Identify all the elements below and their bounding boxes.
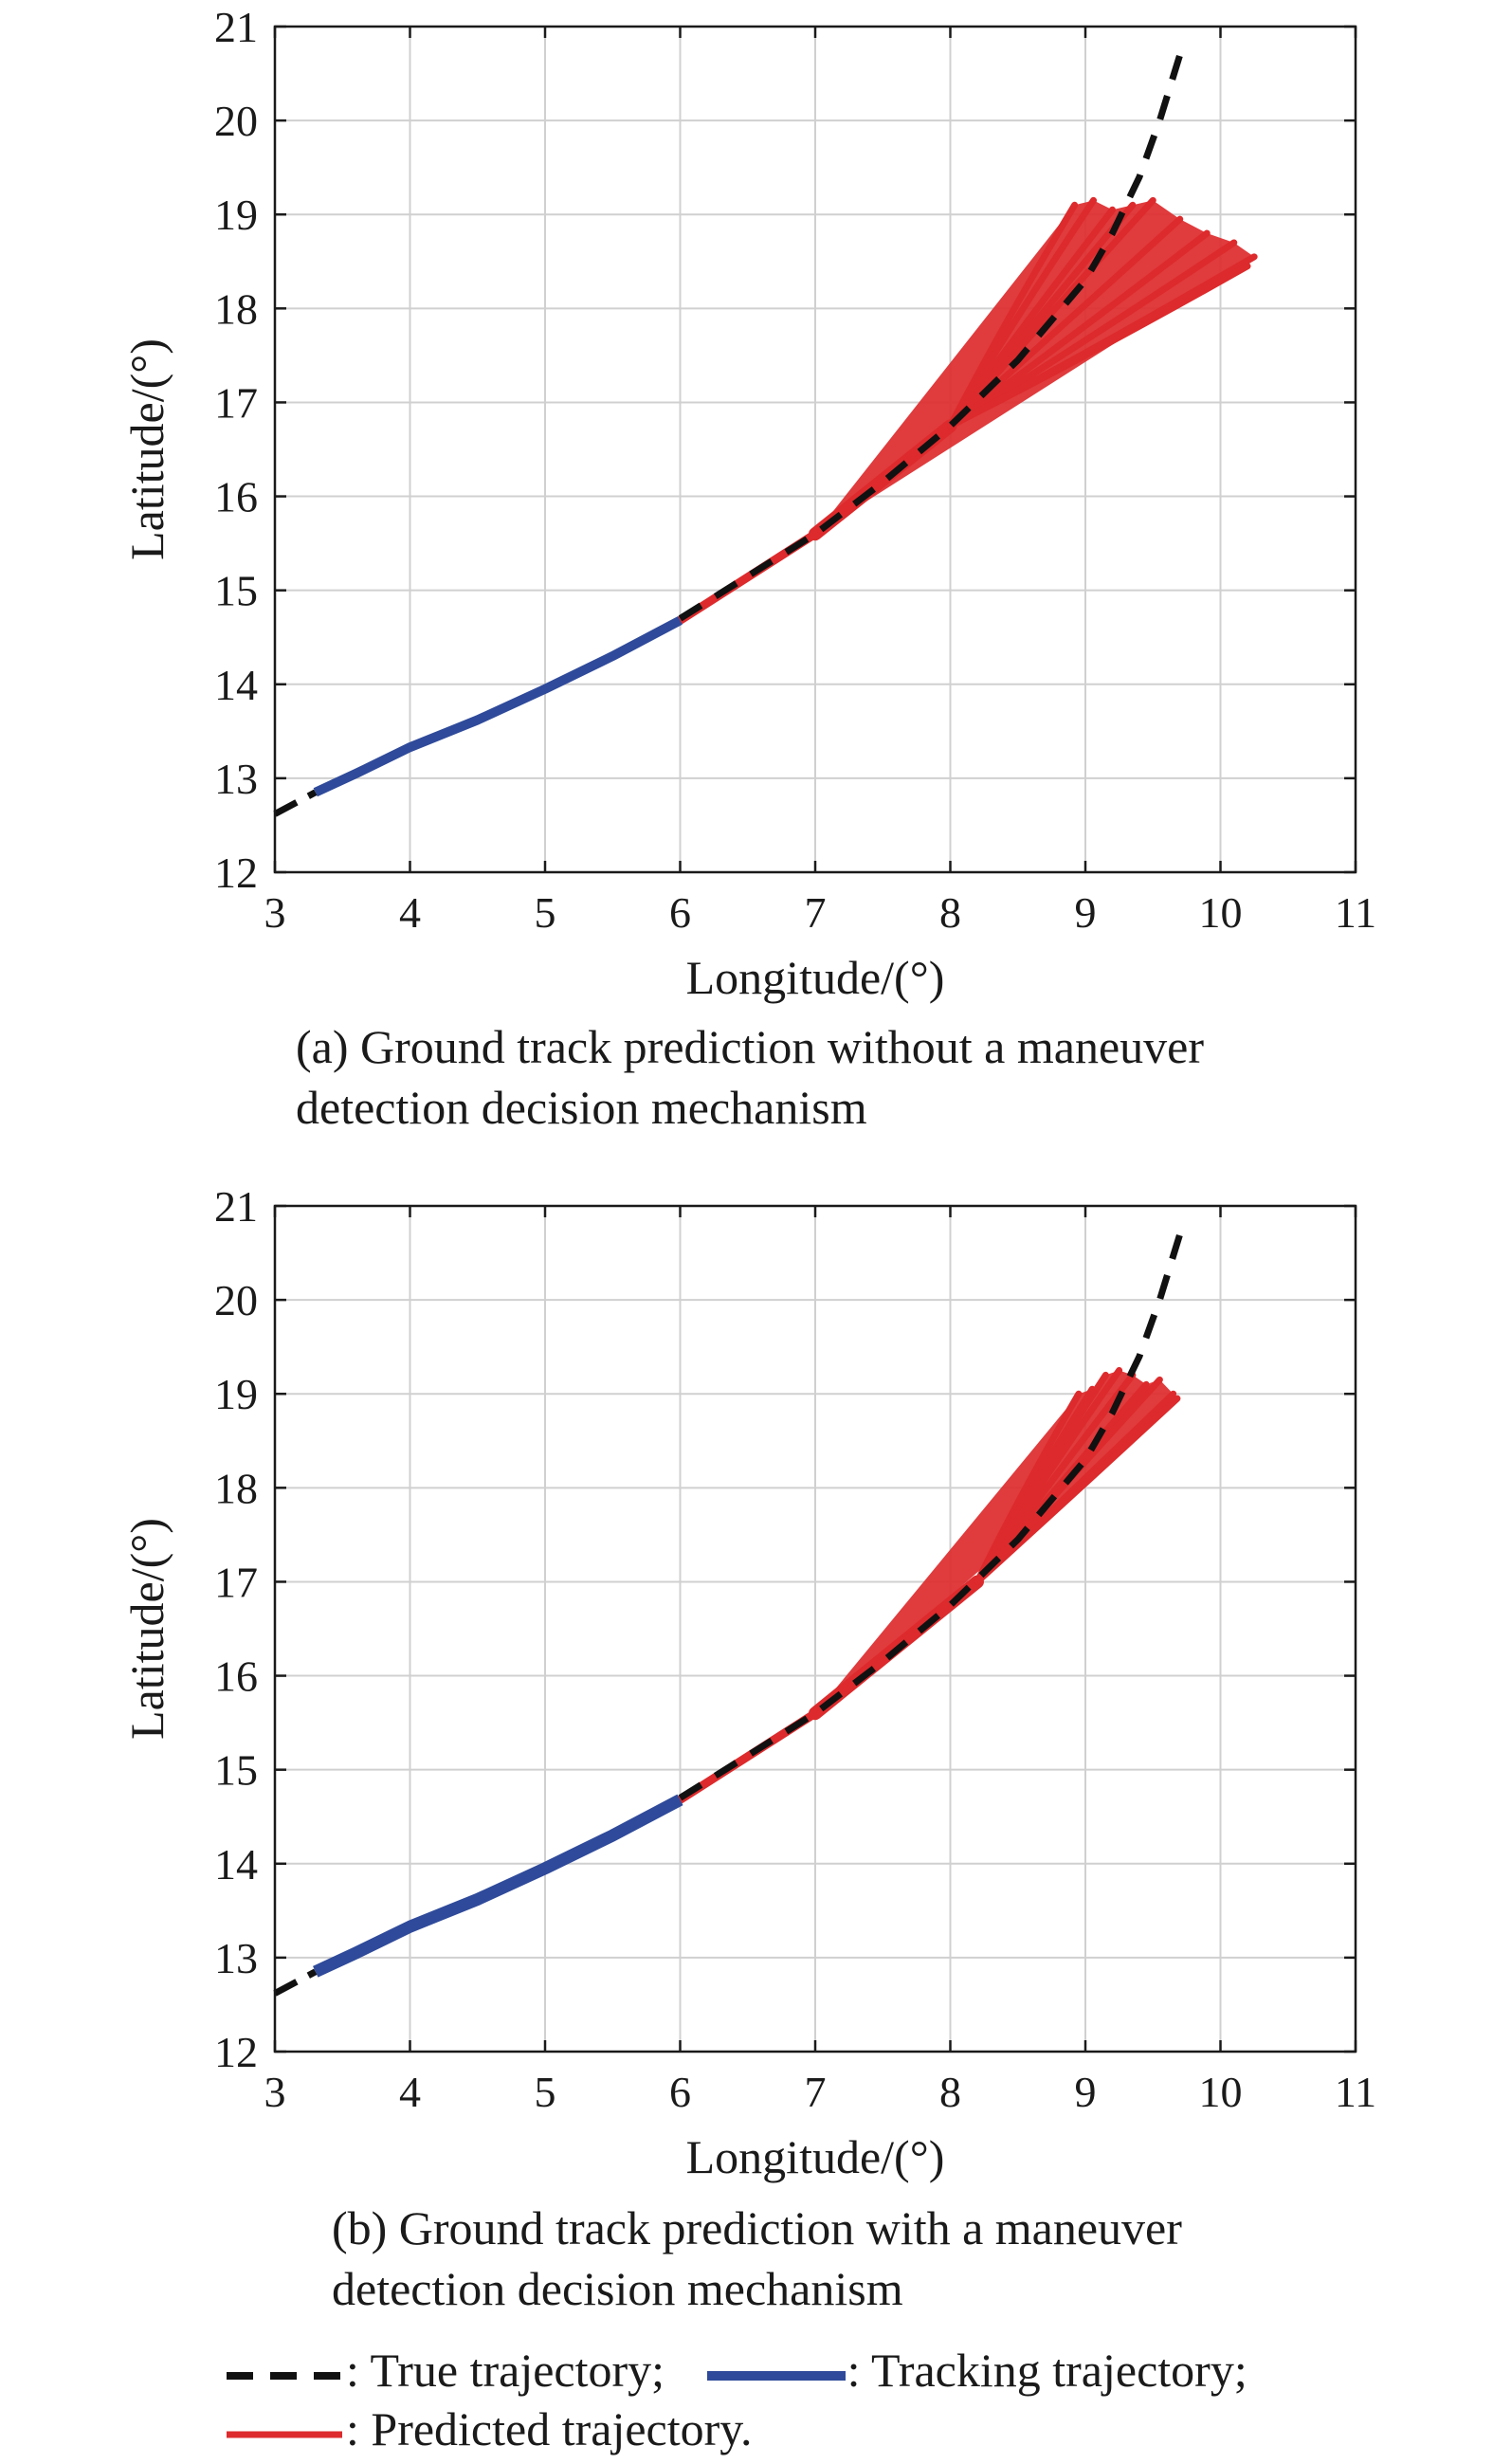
caption-a: (a) Ground track prediction without a ma… — [296, 1020, 1204, 1134]
y-tick-label: 19 — [214, 191, 258, 239]
x-tick-label: 4 — [399, 888, 421, 937]
x-tick-label: 8 — [939, 2068, 961, 2116]
y-tick-label: 15 — [214, 567, 258, 615]
y-axis-label: Latitude/(°) — [120, 1518, 173, 1740]
x-tick-label: 4 — [399, 2068, 421, 2116]
x-tick-label: 5 — [535, 888, 556, 937]
y-tick-label: 20 — [214, 97, 258, 145]
true-trajectory — [678, 1232, 1184, 1801]
y-tick-label: 20 — [214, 1276, 258, 1324]
y-tick-label: 19 — [214, 1370, 258, 1418]
x-axis-label: Longitude/(°) — [686, 2130, 945, 2183]
y-tick-label: 17 — [214, 378, 258, 427]
y-tick-label: 16 — [214, 473, 258, 521]
legend-row-1: : True trajectory; : Tracking trajectory… — [223, 2342, 1247, 2399]
tracking-trajectory — [313, 615, 683, 797]
y-tick-label: 18 — [214, 1464, 258, 1512]
x-tick-label: 6 — [669, 888, 691, 937]
y-tick-label: 14 — [214, 1840, 258, 1889]
predicted-trajectory-line — [947, 196, 1156, 429]
x-tick-label: 11 — [1335, 2068, 1376, 2116]
legend-true-line — [227, 2371, 342, 2380]
chart-a: 3 4 5 6 7 8 9 10 11 12 13 14 15 16 17 18 19 20 21 Longitude… — [120, 3, 1376, 1004]
legend-true-label: : True trajectory; — [346, 2344, 665, 2397]
true-trajectory-head — [273, 1968, 318, 1997]
y-tick-label: 13 — [214, 755, 258, 803]
y-tick-label: 14 — [214, 661, 258, 709]
x-tick-label: 9 — [1075, 2068, 1097, 2116]
legend-predicted-line — [227, 2431, 342, 2438]
y-tick-label: 17 — [214, 1558, 258, 1606]
legend-tracking-label: : Tracking trajectory; — [847, 2344, 1247, 2397]
y-tick-label: 18 — [214, 284, 258, 333]
x-tick-label: 7 — [805, 2068, 827, 2116]
x-tick-label: 8 — [939, 888, 961, 937]
x-tick-label: 5 — [535, 2068, 556, 2116]
predicted-trajectory-line — [947, 215, 1184, 429]
legend-predicted-label: : Predicted trajectory. — [346, 2402, 753, 2455]
caption-b: (b) Ground track prediction with a maneu… — [332, 2201, 1182, 2315]
y-tick-label: 12 — [214, 849, 258, 897]
y-tick-label: 15 — [214, 1746, 258, 1795]
predicted-trajectory — [676, 1366, 1181, 1804]
y-tick-label: 12 — [214, 2028, 258, 2076]
x-tick-label: 10 — [1199, 2068, 1243, 2116]
x-tick-label: 6 — [669, 2068, 691, 2116]
x-tick-label: 3 — [264, 888, 286, 937]
tracking-trajectory — [313, 1794, 683, 1978]
x-tick-label: 3 — [264, 2068, 286, 2116]
x-tick-label: 7 — [805, 888, 827, 937]
y-tick-label: 21 — [214, 3, 258, 51]
true-trajectory-head — [273, 789, 318, 817]
y-tick-label: 21 — [214, 1182, 258, 1231]
x-tick-label: 10 — [1199, 888, 1243, 937]
y-tick-label: 16 — [214, 1652, 258, 1701]
true-trajectory — [678, 53, 1184, 622]
x-tick-label: 11 — [1335, 888, 1376, 937]
y-axis-label: Latitude/(°) — [120, 338, 173, 560]
y-tick-label: 13 — [214, 1934, 258, 1982]
chart-b: 3 4 5 6 7 8 9 10 11 12 13 14 15 16 17 18 19 20 21 Longitude… — [120, 1182, 1376, 2183]
predicted-trajectory-line — [947, 277, 1217, 429]
x-axis-label: Longitude/(°) — [686, 951, 945, 1004]
legend-tracking-line — [706, 2370, 846, 2381]
legend-row-2: : Predicted trajectory. — [223, 2400, 753, 2457]
x-tick-label: 9 — [1075, 888, 1097, 937]
